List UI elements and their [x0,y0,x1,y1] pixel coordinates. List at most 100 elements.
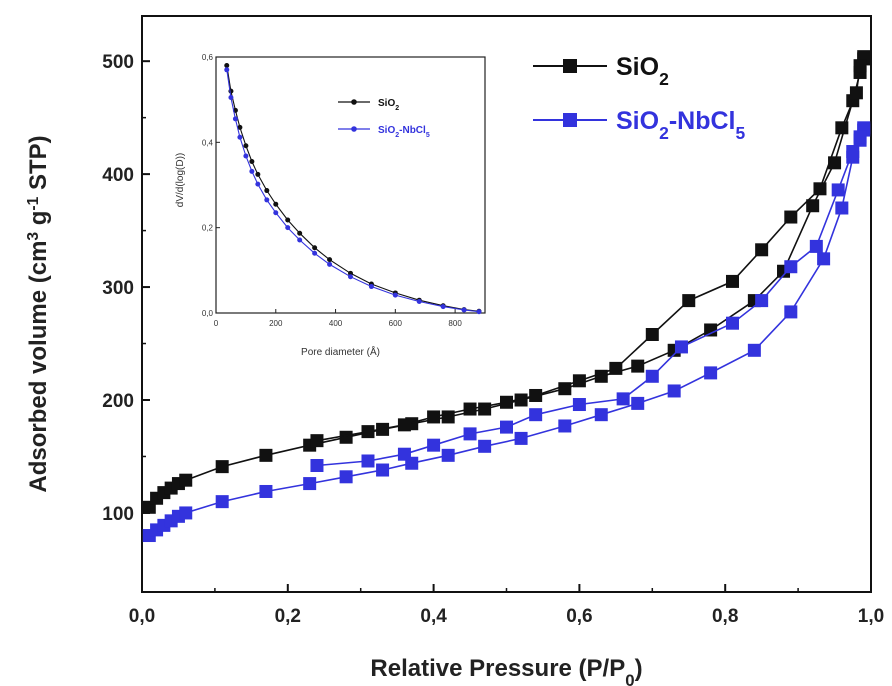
sio2-desorption-point [427,410,441,424]
inset-sio2-nbcl5-point [392,292,398,298]
inset-sio2-point [255,171,261,177]
x-tick-label: 0,2 [275,606,301,627]
x-axis-title: Relative Pressure (P/P0) [370,655,642,686]
sio2-nbcl5-desorption-point [500,420,513,434]
sio2-adsorption-point [339,430,353,444]
inset-sio2-nbcl5-point [440,304,446,310]
sio2-nbcl5-desorption-point [397,447,411,461]
inset-sio2-nbcl5-point [461,307,467,313]
inset-sio2-nbcl5-point [237,134,243,140]
sio2-desorption-point [849,86,863,100]
legend-marker-sio2 [563,59,577,73]
inset-legend-marker-inset-sio2 [351,99,357,105]
sio2-adsorption-point [259,448,273,462]
sio2-desorption-point [361,425,375,439]
inset-frame [215,56,486,314]
inset-y-tick-label: 0,6 [202,53,214,62]
sio2-nbcl5-desorption-point [463,427,477,441]
sio2-nbcl5-desorption-point [784,260,798,274]
inset-sio2-point [237,124,243,130]
inset-sio2-point [312,245,318,251]
sio2-nbcl5-adsorption-point [441,448,455,462]
inset-sio2-nbcl5-point [348,274,353,280]
sio2-desorption-point [500,395,513,409]
inset-sio2-nbcl5-point [255,181,261,187]
sio2-desorption-point [529,388,543,402]
sio2-nbcl5-adsorption-point [259,484,273,498]
sio2-adsorption-point [806,199,820,213]
sio2-adsorption-point [631,359,645,373]
sio2-nbcl5-adsorption-point [667,384,681,398]
x-tick-label: 1,0 [858,606,884,627]
sio2-desorption-point [682,294,696,308]
inset-sio2-point [243,143,249,149]
sio2-adsorption-point [828,156,842,170]
inset-sio2-nbcl5-point [243,153,249,159]
y-tick-label: 200 [102,391,134,412]
sio2-nbcl5-adsorption-point [179,506,193,520]
inset-x-tick-label: 600 [389,319,403,328]
sio2-adsorption-point [558,382,572,396]
sio2-nbcl5-desorption-point [755,294,769,308]
x-tick-label: 0,6 [566,606,592,627]
sio2-desorption-point [853,59,867,73]
inset-legend-marker-inset-sio2-nbcl5 [351,126,357,132]
sio2-desorption-point [755,243,769,257]
inset-sio2-point [273,201,279,207]
sio2-desorption-point [397,418,411,432]
inset-sio2-nbcl5-point [232,116,238,122]
inset-sio2-nbcl5-point [327,261,333,267]
sio2-nbcl5-desorption-point [831,183,845,197]
inset-sio2-nbcl5-point [285,225,291,231]
inset-sio2-nbcl5-line [226,69,480,313]
sio2-desorption-point [784,210,798,224]
inset-sio2-point [249,159,255,165]
sio2-desorption-point [310,434,324,448]
sio2-nbcl5-desorption-point [809,239,823,253]
inset-sio2-point [297,230,303,236]
x-tick-label: 0,4 [420,606,447,627]
inset-x-tick-label: 200 [269,319,283,328]
sio2-nbcl5-adsorption-point [376,463,390,477]
y-tick-label: 100 [102,504,134,525]
inset-sio2-nbcl5-point [476,309,482,315]
inset-x-axis-title: Pore diameter (Å) [301,345,380,358]
sio2-nbcl5-adsorption-point [303,477,317,491]
sio2-nbcl5-desorption-point [616,392,630,406]
sio2-nbcl5-adsorption-point [594,408,608,422]
inset-sio2-point [327,257,333,263]
sio2-nbcl5-desorption-point [645,369,659,383]
legend-label-sio2: SiO2 [616,53,669,89]
sio2-desorption-point [609,361,623,375]
inset-sio2-nbcl5-point [264,197,270,203]
inset-y-tick-label: 0,2 [202,224,214,233]
inset-sio2-nbcl5-point [368,284,374,290]
inset-sio2-point [285,217,291,223]
inset-legend-label-inset-sio2-nbcl5: SiO2-NbCl5 [378,125,430,139]
sio2-adsorption-point [704,323,718,337]
sio2-nbcl5-desorption-point [529,408,543,422]
sio2-nbcl5-adsorption-point [558,419,572,433]
y-tick-label: 300 [102,278,134,299]
sio2-nbcl5-desorption-point [853,130,867,144]
inset-sio2-nbcl5-point [249,168,255,174]
sio2-nbcl5-desorption-point [572,398,586,412]
sio2-nbcl5-desorption-point [310,459,324,473]
inset-sio2-nbcl5-point [273,210,279,216]
inset-legend-label-inset-sio2: SiO2 [378,98,399,112]
sio2-nbcl5-adsorption-point [704,366,718,380]
sio2-nbcl5-adsorption-point [215,495,229,509]
sio2-adsorption-point [514,393,528,407]
sio2-nbcl5-adsorption-point [514,431,528,445]
sio2-adsorption-point [215,460,229,474]
sio2-nbcl5-desorption-point [725,316,739,330]
inset-plot: 0 200 400 600 800 0,0 0,2 0,4 0,6 Pore diameter (… [175,53,486,358]
y-tick-label: 500 [102,52,134,73]
inset-sio2-nbcl5-point [416,298,422,304]
sio2-nbcl5-desorption-point [674,340,688,354]
sio2-desorption-point [645,327,659,341]
sio2-desorption-point [463,402,477,416]
sio2-nbcl5-adsorption-point [747,343,761,357]
sio2-nbcl5-adsorption-point [631,396,645,410]
